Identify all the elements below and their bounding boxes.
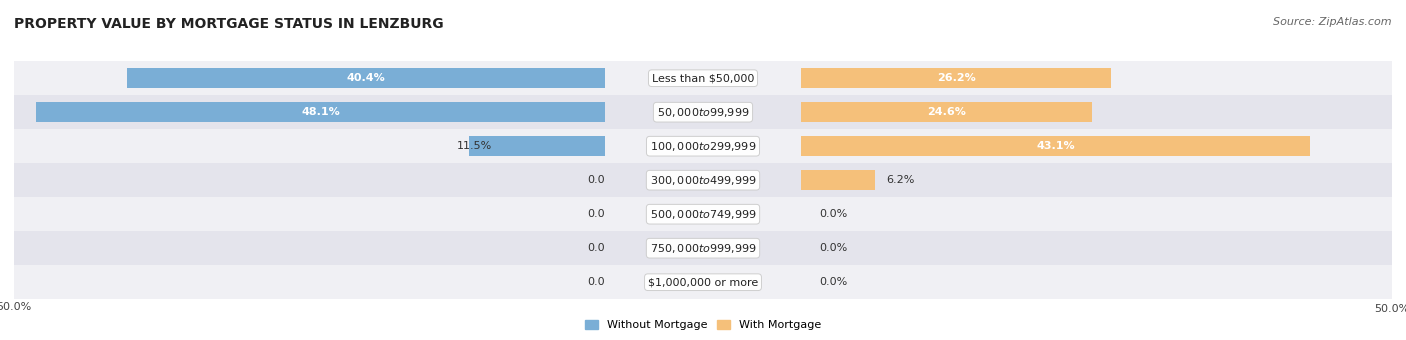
- Text: 48.1%: 48.1%: [301, 107, 340, 117]
- Bar: [0, 129, 1406, 163]
- Text: 6.2%: 6.2%: [886, 175, 915, 185]
- Bar: [0, 95, 1406, 129]
- Bar: [0, 163, 1406, 197]
- Bar: [128, 68, 605, 88]
- Bar: [0, 197, 1406, 231]
- Text: Less than $50,000: Less than $50,000: [652, 73, 754, 83]
- Text: Source: ZipAtlas.com: Source: ZipAtlas.com: [1274, 17, 1392, 27]
- Bar: [0, 129, 1406, 163]
- Text: PROPERTY VALUE BY MORTGAGE STATUS IN LENZBURG: PROPERTY VALUE BY MORTGAGE STATUS IN LEN…: [14, 17, 444, 31]
- Text: 0.0%: 0.0%: [820, 243, 848, 253]
- Text: $50,000 to $99,999: $50,000 to $99,999: [657, 106, 749, 119]
- Bar: [37, 102, 605, 122]
- Bar: [0, 265, 1406, 299]
- Bar: [801, 170, 875, 190]
- Bar: [0, 231, 1406, 265]
- Text: 0.0%: 0.0%: [586, 175, 614, 185]
- Bar: [0, 197, 1406, 231]
- Text: 0.0%: 0.0%: [820, 209, 848, 219]
- Bar: [0, 265, 1406, 299]
- Bar: [0, 231, 1406, 265]
- Bar: [0, 163, 1406, 197]
- Text: 11.5%: 11.5%: [457, 141, 492, 151]
- Bar: [0, 61, 1406, 95]
- Bar: [468, 136, 605, 156]
- Legend: Without Mortgage, With Mortgage: Without Mortgage, With Mortgage: [581, 315, 825, 335]
- Text: 0.0%: 0.0%: [586, 277, 614, 287]
- Text: $750,000 to $999,999: $750,000 to $999,999: [650, 242, 756, 255]
- Text: $100,000 to $299,999: $100,000 to $299,999: [650, 140, 756, 153]
- Bar: [0, 95, 1406, 129]
- Text: 0.0%: 0.0%: [820, 277, 848, 287]
- Bar: [0, 61, 1406, 95]
- Bar: [0, 163, 1406, 197]
- Bar: [801, 136, 1310, 156]
- Bar: [801, 102, 1092, 122]
- Bar: [801, 68, 1111, 88]
- Text: 40.4%: 40.4%: [347, 73, 385, 83]
- Bar: [0, 197, 1406, 231]
- Bar: [0, 129, 1406, 163]
- Text: 0.0%: 0.0%: [586, 243, 614, 253]
- Text: 26.2%: 26.2%: [936, 73, 976, 83]
- Text: 24.6%: 24.6%: [927, 107, 966, 117]
- Bar: [0, 265, 1406, 299]
- Text: 0.0%: 0.0%: [586, 209, 614, 219]
- Bar: [0, 95, 1406, 129]
- Text: 43.1%: 43.1%: [1036, 141, 1076, 151]
- Bar: [0, 61, 1406, 95]
- Text: $300,000 to $499,999: $300,000 to $499,999: [650, 174, 756, 187]
- Text: $500,000 to $749,999: $500,000 to $749,999: [650, 208, 756, 221]
- Text: $1,000,000 or more: $1,000,000 or more: [648, 277, 758, 287]
- Bar: [0, 231, 1406, 265]
